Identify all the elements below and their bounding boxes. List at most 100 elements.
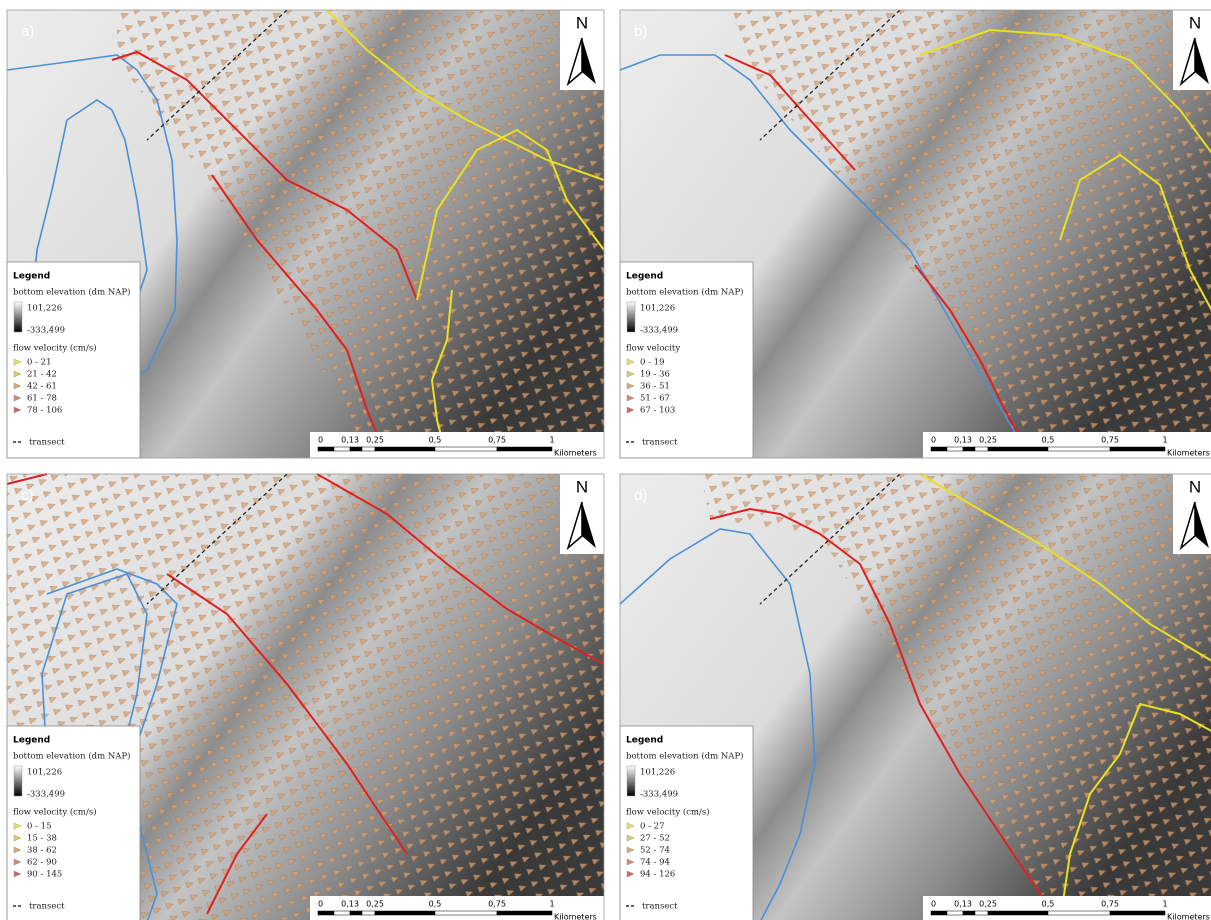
panel-label: d) [634,487,647,504]
scale-segment [375,447,435,451]
scale-label: 0 [931,436,936,445]
north-label: N [576,13,588,32]
scale-label: 0,25 [366,900,384,909]
legend-elevation-title: bottom elevation (dm NAP) [626,287,743,298]
north-label: N [1189,13,1201,32]
legend-elevation-title: bottom elevation (dm NAP) [13,287,130,298]
scale-label: 0,75 [1101,900,1119,909]
legend-class: 74 - 94 [640,858,670,868]
scale-label: 0,13 [954,900,972,909]
scale-segment [435,447,497,451]
legend-transect: transect [29,438,65,448]
scale-segment [350,447,362,451]
legend-title: Legend [626,272,663,282]
legend-title: Legend [13,736,50,746]
scale-label: 0,13 [341,900,359,909]
legend-class: 0 - 19 [640,358,665,368]
scale-unit: Kilometers [554,449,597,458]
scale-segment [931,447,947,451]
legend-class: 52 - 74 [640,846,670,856]
legend-class: 61 - 78 [27,394,57,404]
legend-class: 67 - 103 [640,406,675,416]
legend-class: 94 - 126 [640,870,675,880]
elevation-ramp [14,302,22,332]
scale-bar: 00,130,250,50,751Kilometers [310,896,604,920]
scale-segment [988,911,1048,915]
scale-segment [318,911,334,915]
scale-label: 0,13 [341,436,359,445]
scale-segment [963,447,975,451]
legend-class: 78 - 106 [27,406,62,416]
scale-segment [334,911,350,915]
legend-elevation-title: bottom elevation (dm NAP) [13,751,130,762]
legend: Legend bottom elevation (dm NAP) 101,226 -3… [620,262,753,458]
scale-label: 0,5 [429,436,442,445]
scale-segment [318,447,334,451]
scale-label: 0,5 [1042,436,1055,445]
legend-transect: transect [29,902,65,912]
legend-elevation-min: -333,499 [640,326,678,336]
panel-label: a) [21,23,34,40]
scale-label: 0 [318,900,323,909]
scale-segment [988,447,1048,451]
legend-class: 36 - 51 [640,382,670,392]
north-label: N [1189,477,1201,496]
scale-segment [1048,447,1110,451]
map-panel: c)NLegendbottom elevation (dm NAP)101,22… [7,474,604,920]
legend-elevation-min: -333,499 [27,326,65,336]
figure: a) N Legend bottom elevation (dm NAP) 101,22… [0,0,1211,920]
scale-label: 0,75 [488,436,506,445]
scale-segment [350,911,362,915]
scale-label: 0,75 [488,900,506,909]
legend-class: 19 - 36 [640,370,670,380]
scale-label: 0,13 [954,436,972,445]
legend-transect: transect [642,902,678,912]
scale-segment [362,447,375,451]
scale-label: 0,25 [979,900,997,909]
legend-class: 42 - 61 [27,382,57,392]
scale-segment [947,447,963,451]
legend-class: 62 - 90 [27,858,57,868]
legend-elevation-title: bottom elevation (dm NAP) [626,751,743,762]
scale-label: 0,5 [429,900,442,909]
scale-segment [497,911,552,915]
legend-elevation-max: 101,226 [640,768,675,778]
scale-segment [975,911,988,915]
legend-velocity-title: flow velocity (cm/s) [13,807,97,818]
scale-segment [334,447,350,451]
elevation-ramp [627,766,635,796]
legend-class: 51 - 67 [640,394,670,404]
legend-elevation-max: 101,226 [640,304,675,314]
scale-label: 1 [549,436,554,445]
legend-title: Legend [13,272,50,282]
panel-label: c) [21,487,34,504]
legend-elevation-min: -333,499 [27,790,65,800]
elevation-ramp [627,302,635,332]
legend-velocity-title: flow velocity [626,344,680,354]
legend-class: 15 - 38 [27,834,57,844]
legend-class: 38 - 62 [27,846,57,856]
panel-label: b) [634,23,647,40]
legend-title: Legend [626,736,663,746]
scale-segment [1110,911,1165,915]
legend-class: 0 - 27 [640,822,665,832]
map-panel: a)NLegendbottom elevation (dm NAP)101,22… [7,10,604,458]
map-panel: b) N Legend bottom elevation (dm NAP) 101,22… [620,10,1211,458]
scale-label: 1 [1162,900,1167,909]
scale-segment [375,911,435,915]
legend-class: 21 - 42 [27,370,57,380]
scale-label: 0,5 [1042,900,1055,909]
legend: Legend bottom elevation (dm NAP) 101,226 -3… [620,726,753,920]
scale-label: 0 [931,900,936,909]
scale-label: 1 [1162,436,1167,445]
scale-segment [963,911,975,915]
scale-segment [947,911,963,915]
scale-segment [362,911,375,915]
elevation-ramp [14,766,22,796]
legend-elevation-min: -333,499 [640,790,678,800]
legend-class: 0 - 21 [27,358,52,368]
scale-label: 1 [549,900,554,909]
legend-velocity-title: flow velocity (cm/s) [13,343,97,354]
